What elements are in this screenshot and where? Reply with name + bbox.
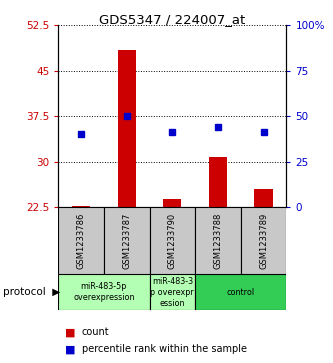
Text: GDS5347 / 224007_at: GDS5347 / 224007_at: [99, 13, 245, 26]
Text: GSM1233789: GSM1233789: [259, 212, 268, 269]
Text: miR-483-5p
overexpression: miR-483-5p overexpression: [73, 282, 135, 302]
Bar: [118, 50, 136, 207]
Text: GSM1233786: GSM1233786: [77, 212, 86, 269]
Text: ■: ■: [65, 327, 76, 337]
Bar: [163, 199, 181, 207]
Bar: [209, 157, 227, 207]
Text: count: count: [82, 327, 109, 337]
Bar: [150, 207, 195, 274]
Bar: [58, 274, 150, 310]
Bar: [195, 274, 286, 310]
Text: percentile rank within the sample: percentile rank within the sample: [82, 344, 246, 354]
Bar: [241, 207, 286, 274]
Bar: [72, 206, 90, 207]
Bar: [58, 207, 104, 274]
Bar: [104, 207, 150, 274]
Text: ■: ■: [65, 344, 76, 354]
Bar: [195, 207, 241, 274]
Text: protocol  ▶: protocol ▶: [3, 287, 61, 297]
Bar: [150, 274, 195, 310]
Text: control: control: [227, 288, 255, 297]
Text: GSM1233787: GSM1233787: [122, 212, 131, 269]
Text: GSM1233790: GSM1233790: [168, 212, 177, 269]
Text: miR-483-3
p overexpr
ession: miR-483-3 p overexpr ession: [151, 277, 194, 308]
Bar: [254, 189, 273, 207]
Text: GSM1233788: GSM1233788: [213, 212, 222, 269]
